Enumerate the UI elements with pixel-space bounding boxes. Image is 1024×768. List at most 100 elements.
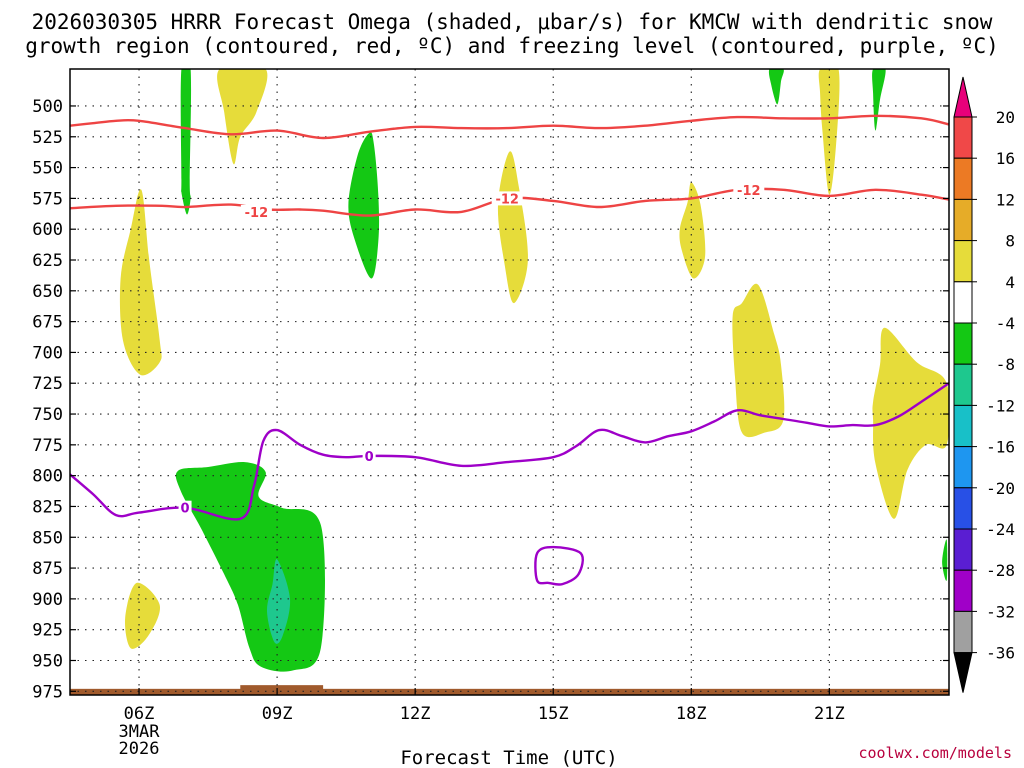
freezing-level-purple xyxy=(70,382,949,521)
chart-title-line2: growth region (contoured, red, ºC) and f… xyxy=(25,34,999,58)
colorbar-label: -32 xyxy=(986,602,1015,621)
shade-green-1100 xyxy=(348,132,380,279)
colorbar-swatch xyxy=(953,198,973,242)
shade-yellow-0800 xyxy=(217,69,268,165)
y-tick-label: 725 xyxy=(32,374,63,394)
shade-teal-0900-core xyxy=(266,559,291,644)
shade-yellow-2100 xyxy=(818,69,840,195)
shade-yellow-0600-upper xyxy=(119,189,162,376)
colorbar-label: -4 xyxy=(996,314,1015,333)
shade-yellow-0600-lower xyxy=(124,582,160,649)
colorbar-swatch xyxy=(953,116,973,159)
y-tick-label: 800 xyxy=(32,467,63,487)
colorbar-label: 16 xyxy=(996,149,1015,168)
chart-title-line1: 2026030305 HRRR Forecast Omega (shaded, … xyxy=(32,10,993,34)
y-tick-label: 675 xyxy=(32,313,63,333)
colorbar-swatch xyxy=(953,281,973,324)
contour-label-m12-c: -12 xyxy=(737,184,761,199)
shade-green-0700 xyxy=(180,69,192,215)
contour-label-0-a: 0 xyxy=(181,502,190,517)
shade-green-0800-lowlevel xyxy=(175,462,325,672)
dgz-red-upper xyxy=(70,114,949,140)
y-tick-label: 950 xyxy=(32,651,63,671)
contour-labels: -12 -12 -12 0 0 xyxy=(178,182,765,517)
y-tick-label: 600 xyxy=(32,220,63,240)
y-tick-label: 825 xyxy=(32,497,63,517)
temperature-contours xyxy=(70,114,949,586)
contour-label-m12-a-bg xyxy=(240,204,272,219)
y-tick-label: 500 xyxy=(32,97,63,117)
colorbar-label: -24 xyxy=(986,520,1015,539)
y-tick-label: 850 xyxy=(32,528,63,548)
shade-green-2345-edge xyxy=(942,539,948,581)
colorbar-label: -12 xyxy=(986,396,1015,415)
x-tick-label: 18Z xyxy=(676,704,707,724)
colorbar-swatch xyxy=(953,363,973,406)
colorbar-label: 4 xyxy=(1005,273,1015,292)
colorbar-swatch xyxy=(953,322,973,365)
shade-green-2200 xyxy=(872,69,886,131)
colorbar-label: -28 xyxy=(986,561,1015,580)
shade-yellow-2230 xyxy=(872,327,949,519)
ground-surface xyxy=(70,688,949,695)
colorbar-swatch xyxy=(953,157,973,200)
y-tick-label: 925 xyxy=(32,621,63,641)
colorbar-top-arrow xyxy=(953,76,973,118)
colorbar-label: 12 xyxy=(996,190,1015,209)
colorbar-bottom-arrow xyxy=(953,652,973,693)
y-tick-label: 700 xyxy=(32,343,63,363)
x-tick-label: 21Z xyxy=(814,704,845,724)
y-axis-ticks: 500 525 550 575 600 625 650 675 700 725 750 775 800 8… xyxy=(32,97,949,702)
colorbar: 20 16 12 8 4 -4 -8 -12 -16 -20 -24 -28 -32 -36 xyxy=(953,76,1015,693)
y-tick-label: 525 xyxy=(32,128,63,148)
dgz-red-lower xyxy=(70,187,949,217)
colorbar-swatch xyxy=(953,610,973,654)
colorbar-swatch xyxy=(953,240,973,283)
x-tick-label: 06Z xyxy=(124,704,155,724)
contour-label-m12-b-bg xyxy=(491,191,523,206)
shade-yellow-1800 xyxy=(679,182,706,279)
colorbar-label: -8 xyxy=(996,355,1015,374)
omega-shaded-regions xyxy=(119,69,949,672)
x-tick-label: 15Z xyxy=(538,704,569,724)
contour-label-m12-c-bg xyxy=(733,182,765,197)
x-tick-label: 12Z xyxy=(400,704,431,724)
colorbar-label: -16 xyxy=(986,438,1015,457)
colorbar-swatch xyxy=(953,404,973,448)
colorbar-label: 20 xyxy=(996,108,1015,127)
y-tick-label: 775 xyxy=(32,436,63,456)
contour-label-0-b-bg xyxy=(362,448,376,463)
freezing-level-purple-loop xyxy=(534,545,584,586)
y-tick-label: 875 xyxy=(32,559,63,579)
colorbar-swatch xyxy=(953,487,973,530)
colorbar-swatch xyxy=(953,569,973,612)
colorbar-label: -20 xyxy=(986,479,1015,498)
x-tick-label: 09Z xyxy=(262,704,293,724)
y-tick-label: 900 xyxy=(32,590,63,610)
contour-label-m12-a: -12 xyxy=(245,206,269,221)
y-tick-label: 625 xyxy=(32,251,63,271)
colorbar-label: 8 xyxy=(1005,232,1015,251)
ground-bump xyxy=(240,685,324,690)
contour-label-0-b: 0 xyxy=(365,450,374,465)
y-tick-label: 975 xyxy=(32,682,63,702)
contour-label-0-a-bg xyxy=(178,500,192,515)
x-axis-label: Forecast Time (UTC) xyxy=(400,747,617,768)
contour-label-m12-b: -12 xyxy=(495,192,519,207)
x-tick-sublabel-date: 3MAR xyxy=(119,722,161,742)
y-tick-label: 550 xyxy=(32,159,63,179)
x-tick-sublabel-year: 2026 xyxy=(119,739,160,759)
shade-yellow-1400 xyxy=(497,151,528,304)
ground-band xyxy=(70,685,949,695)
colorbar-label: -36 xyxy=(986,644,1015,663)
shade-green-1945 xyxy=(768,69,784,105)
colorbar-swatch xyxy=(953,446,973,489)
y-tick-label: 750 xyxy=(32,405,63,425)
credit-text: coolwx.com/models xyxy=(858,744,1012,762)
plot-frame xyxy=(69,68,950,696)
colorbar-swatch xyxy=(953,528,973,571)
y-tick-label: 575 xyxy=(32,189,63,209)
y-tick-label: 650 xyxy=(32,282,63,302)
